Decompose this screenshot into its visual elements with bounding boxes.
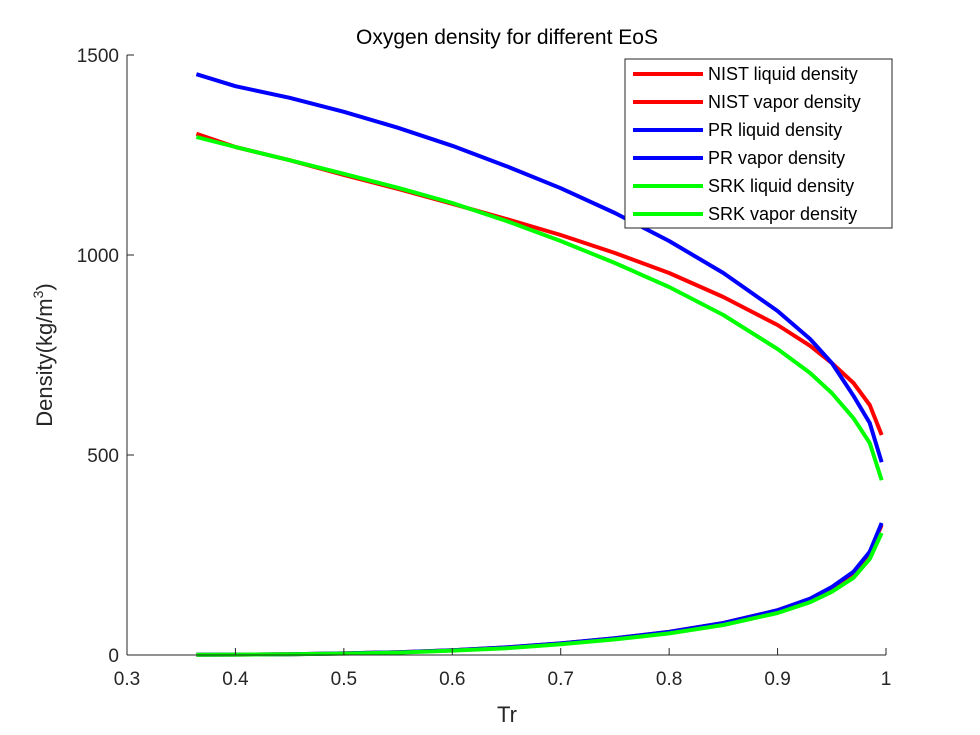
legend-box <box>624 58 893 229</box>
legend-label-1: NIST liquid density <box>708 64 858 84</box>
x-tick-label: 0.5 <box>331 669 357 690</box>
chart-title: Oxygen density for different EoS <box>356 26 658 49</box>
x-ticks: 0.3 0.4 0.5 0.6 0.7 0.8 0.9 1 <box>114 648 892 690</box>
legend-label-4: PR vapor density <box>708 148 845 168</box>
series-line-6 <box>196 532 884 657</box>
x-tick-label: 0.6 <box>439 669 465 690</box>
y-axis-label-superscript: 3 <box>30 290 46 298</box>
y-ticks: 0 500 1000 1500 <box>77 46 134 667</box>
legend-label-3: PR liquid density <box>708 120 842 140</box>
series-lines <box>195 72 884 657</box>
legend-label-5: SRK liquid density <box>708 176 854 196</box>
y-tick-label: 1500 <box>77 46 119 67</box>
x-tick-label: 0.4 <box>222 669 249 690</box>
series-line-5 <box>195 135 884 481</box>
legend: NIST liquid density NIST vapor density PR … <box>624 58 893 229</box>
legend-label-2: NIST vapor density <box>708 92 861 112</box>
y-tick-label: 500 <box>87 446 119 467</box>
x-tick-label: 0.8 <box>656 669 682 690</box>
x-axis-label: Tr <box>497 702 517 727</box>
series-line-3 <box>195 72 884 463</box>
x-tick-label: 0.9 <box>764 669 790 690</box>
y-axis-label-base: Density(kg/m <box>32 298 57 426</box>
x-tick-label: 0.3 <box>114 669 140 690</box>
axes <box>126 55 886 656</box>
y-tick-label: 0 <box>108 646 119 667</box>
x-tick-label: 1 <box>881 669 892 690</box>
x-tick-label: 0.7 <box>548 669 574 690</box>
legend-label-6: SRK vapor density <box>708 204 857 224</box>
y-axis-label-close: ) <box>32 283 57 290</box>
y-tick-label: 1000 <box>77 246 119 267</box>
y-axis-label: Density(kg/m3) <box>30 283 57 426</box>
